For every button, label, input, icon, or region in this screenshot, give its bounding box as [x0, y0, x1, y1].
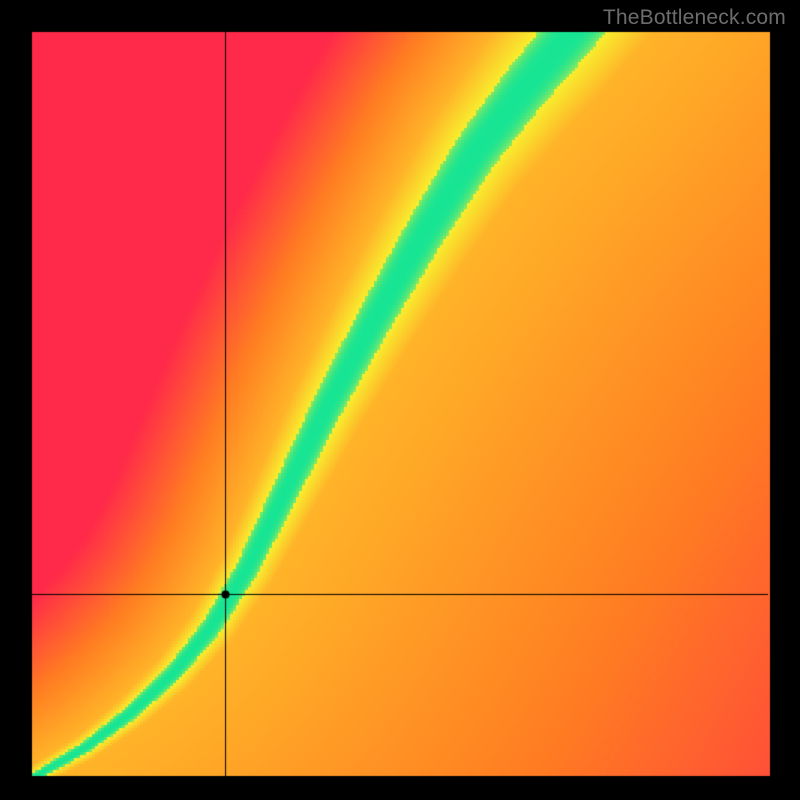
- watermark-text: TheBottleneck.com: [603, 6, 786, 30]
- bottleneck-heatmap: [0, 0, 800, 800]
